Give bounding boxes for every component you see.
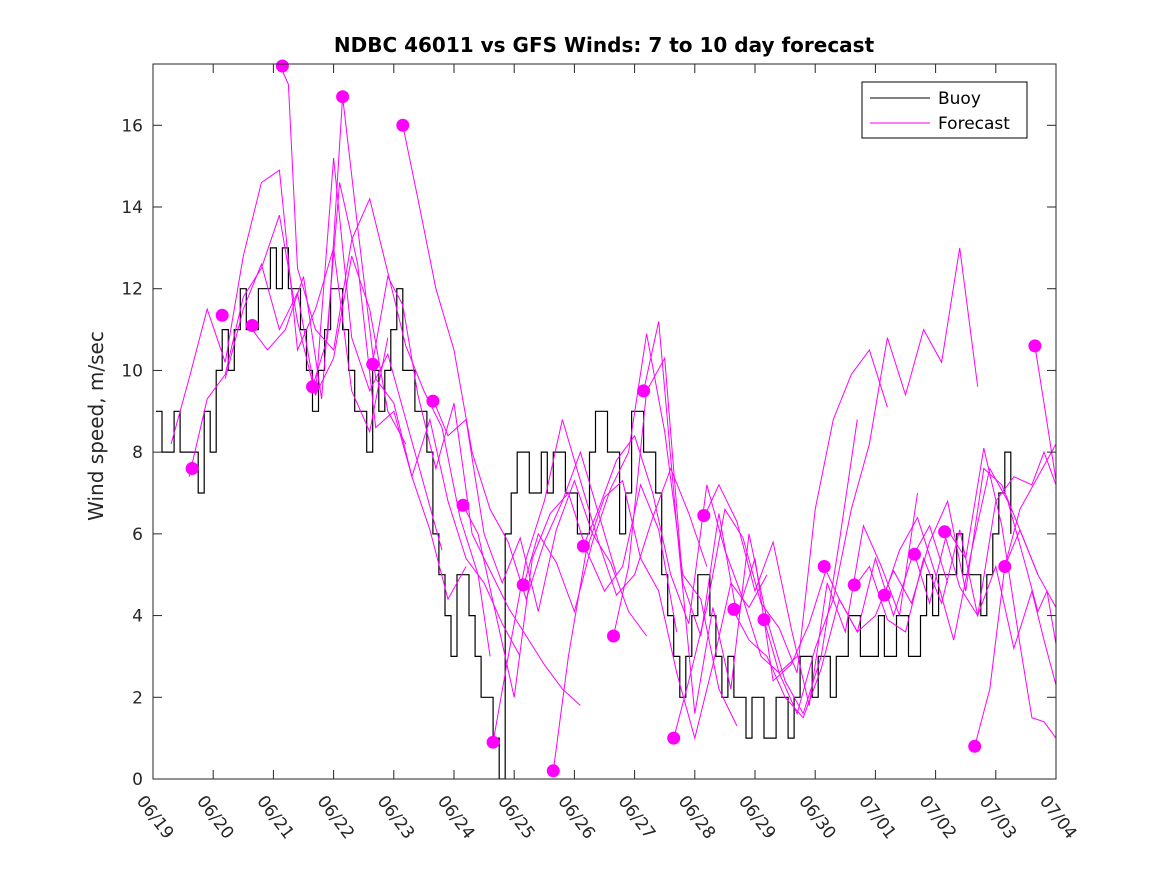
y-axis-label: Wind speed, m/sec (84, 331, 108, 521)
forecast-run-line-26 (1004, 443, 1056, 567)
y-tick-label: 8 (132, 443, 143, 463)
y-tick-label: 2 (132, 688, 143, 708)
forecast-marker-27 (1028, 339, 1042, 353)
legend-label-1: Forecast (938, 114, 1010, 134)
y-tick-label: 0 (132, 770, 143, 790)
forecast-marker-1 (215, 308, 229, 322)
forecast-run-line-17 (703, 483, 918, 706)
forecast-run-line-15 (643, 321, 858, 715)
y-tick-label: 14 (121, 198, 143, 218)
forecast-run-line-21 (853, 529, 1056, 686)
forecast-marker-24 (938, 525, 952, 539)
forecast-run-line-22 (883, 467, 1056, 645)
forecast-run-line-8 (432, 398, 648, 637)
y-tick-label: 6 (132, 525, 143, 545)
forecast-run-line-20 (823, 467, 1039, 633)
forecast-marker-19 (757, 613, 771, 627)
forecast-run-line-10 (492, 419, 708, 743)
axes-box (152, 63, 1057, 780)
forecast-marker-15 (637, 384, 651, 398)
chart-title: NDBC 46011 vs GFS Winds: 7 to 10 day for… (334, 33, 875, 57)
legend: Buoy Forecast (861, 81, 1028, 139)
forecast-marker-6 (366, 357, 380, 371)
forecast-run-line-2 (224, 157, 443, 551)
forecast-marker-17 (697, 509, 711, 522)
forecast-marker-22 (877, 588, 891, 602)
forecast-run-line-19 (763, 247, 979, 716)
forecast-marker-11 (516, 578, 530, 592)
forecast-run-line-7 (402, 125, 617, 601)
forecast-marker-23 (908, 547, 921, 561)
forecast-marker-5 (336, 90, 350, 104)
y-tick-label: 12 (121, 280, 143, 300)
forecast-marker-18 (727, 602, 741, 616)
forecast-marker-21 (847, 578, 861, 592)
forecast-run-line-16 (673, 348, 888, 739)
forecast-run-line-24 (944, 450, 1056, 617)
y-tick-label: 10 (121, 361, 143, 381)
legend-label-0: Buoy (938, 89, 981, 109)
forecast-marker-16 (667, 731, 681, 745)
forecast-run-line-0 (170, 169, 389, 445)
forecast-marker-12 (546, 764, 560, 778)
forecast-marker-14 (607, 629, 620, 643)
forecast-marker-26 (998, 560, 1012, 573)
forecast-run-line-23 (914, 447, 1056, 739)
forecast-marker-2 (245, 319, 259, 332)
forecast-marker-10 (486, 735, 500, 749)
forecast-marker-3 (275, 59, 289, 73)
forecast-run-line-3 (248, 182, 467, 601)
forecast-marker-8 (426, 394, 440, 408)
forecast-run-line-11 (522, 333, 738, 727)
forecast-marker-25 (968, 739, 982, 753)
plot-area (156, 59, 1056, 779)
forecast-run-line-1 (188, 215, 407, 477)
forecast-run-line-25 (974, 528, 1056, 747)
y-tick-label: 4 (132, 607, 143, 627)
forecast-run-line-9 (462, 483, 678, 698)
forecast-run-line-6 (372, 274, 581, 706)
forecast-run-line-13 (582, 434, 798, 674)
forecast-marker-20 (817, 560, 831, 573)
legend-box (861, 81, 1028, 139)
forecast-marker-7 (396, 118, 410, 132)
forecast-marker-0 (185, 462, 199, 475)
forecast-run-line-27 (1034, 345, 1056, 481)
forecast-marker-13 (576, 539, 590, 553)
forecast-run-line-4 (278, 64, 491, 657)
forecast-marker-9 (456, 498, 470, 512)
forecast-marker-4 (306, 380, 319, 394)
y-tick-label: 16 (121, 116, 143, 136)
